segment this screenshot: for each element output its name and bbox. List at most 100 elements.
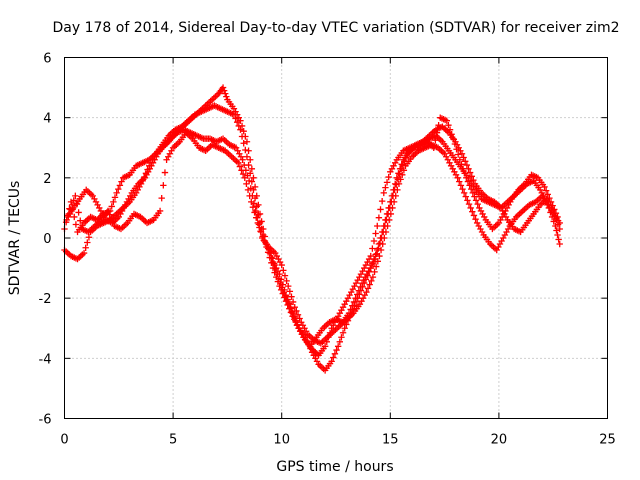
x-tick-label: 25 (599, 433, 616, 448)
data-point (243, 153, 251, 160)
data-point (108, 203, 115, 210)
data-point (554, 221, 562, 228)
data-point (321, 343, 329, 350)
y-tick-label: 4 (43, 112, 51, 127)
data-point (115, 185, 122, 193)
data-point (75, 209, 82, 216)
data-point (253, 203, 260, 210)
plot-frame (64, 57, 608, 419)
data-point (68, 201, 76, 209)
data-point (462, 158, 469, 165)
data-point (451, 140, 459, 148)
data-point (554, 231, 561, 239)
data-point (280, 288, 288, 296)
data-point (251, 209, 258, 216)
data-point (141, 173, 148, 181)
data-point (232, 115, 239, 122)
data-point (275, 275, 283, 282)
x-tick-label: 10 (273, 433, 290, 448)
data-point (454, 151, 462, 158)
data-point (375, 214, 383, 221)
data-point (288, 293, 295, 300)
data-point (277, 279, 284, 287)
data-point (454, 174, 461, 182)
data-point (462, 193, 469, 200)
data-point (471, 193, 478, 200)
data-point (243, 180, 250, 188)
data-point (555, 236, 562, 243)
data-point (364, 285, 372, 292)
data-point (460, 154, 467, 161)
data-point (554, 213, 561, 221)
data-point (254, 219, 262, 227)
data-point (546, 194, 553, 202)
data-point (552, 209, 560, 217)
data-point (376, 240, 384, 247)
data-point (469, 208, 476, 215)
data-point (355, 287, 363, 294)
data-point (235, 122, 243, 130)
series-track-2 (63, 126, 563, 347)
data-point (472, 197, 480, 204)
data-point (285, 282, 292, 290)
data-point (84, 239, 91, 246)
data-point (341, 325, 348, 332)
data-point (453, 146, 460, 153)
data-point (391, 180, 399, 188)
data-point (448, 131, 455, 138)
data-point (283, 277, 290, 285)
data-point (289, 298, 297, 306)
data-point (104, 207, 112, 215)
data-point (290, 313, 297, 320)
data-point (219, 84, 227, 91)
ticks: 0 5 10 15 20 25 -6 -4 -2 0 2 4 6 (39, 52, 616, 448)
data-point (465, 200, 473, 208)
data-point (118, 178, 125, 185)
data-point (458, 150, 466, 157)
data-point (223, 93, 230, 100)
data-point (239, 156, 246, 163)
data-point (142, 170, 150, 177)
data-point (370, 237, 378, 245)
data-point (256, 224, 263, 231)
data-point (330, 354, 337, 361)
data-point (242, 146, 249, 154)
data-point (372, 230, 379, 237)
data-point (336, 338, 344, 345)
data-point (367, 252, 374, 260)
data-point (278, 261, 285, 269)
data-point (240, 140, 247, 147)
x-tick-label: 0 (60, 433, 68, 448)
data-point (549, 202, 556, 209)
data-point (250, 186, 257, 194)
data-point (270, 260, 278, 267)
data-point (274, 270, 281, 278)
data-point (272, 265, 279, 273)
data-point (435, 121, 442, 129)
data-point (236, 163, 244, 170)
data-point (468, 173, 475, 180)
data-point (541, 183, 548, 191)
data-point (464, 178, 472, 185)
data-point (474, 200, 481, 208)
data-point (466, 182, 473, 189)
data-point (368, 277, 375, 285)
data-point (401, 158, 408, 165)
data-point (394, 176, 402, 183)
data-point (72, 192, 79, 200)
data-point (381, 222, 389, 230)
data-point (472, 215, 479, 223)
data-point (463, 174, 470, 182)
data-point (393, 181, 400, 188)
data-point (369, 273, 377, 281)
data-point (237, 126, 244, 133)
y-tick-label: 2 (43, 172, 51, 187)
data-point (252, 214, 260, 221)
data-point (245, 161, 252, 169)
data-point (82, 244, 89, 251)
data-point (107, 215, 115, 222)
data-point (457, 182, 465, 189)
data-point (285, 300, 292, 307)
y-tick-label: -2 (39, 292, 52, 307)
